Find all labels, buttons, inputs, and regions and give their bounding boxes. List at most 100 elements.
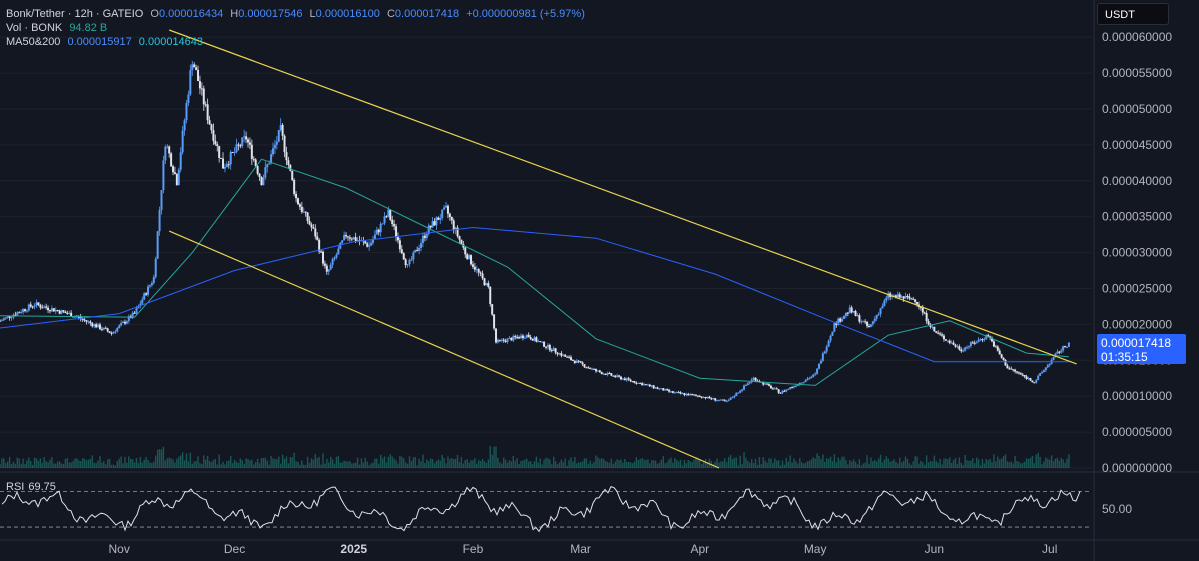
volume-bar [1054, 458, 1057, 468]
volume-bar [481, 458, 484, 468]
candle-body [746, 383, 749, 385]
candle-body [919, 307, 922, 309]
candle-body [866, 321, 869, 327]
volume-bar [999, 459, 1001, 468]
candle-body [921, 308, 924, 313]
currency-button[interactable]: USDT [1097, 3, 1169, 25]
candle-body [702, 397, 705, 399]
volume-bar [153, 461, 155, 468]
high-label: H [230, 8, 239, 20]
candle-body [185, 103, 188, 121]
candle-body [177, 169, 180, 185]
volume-bar [81, 458, 84, 468]
volume-bar [527, 461, 530, 468]
volume-bar [651, 460, 653, 468]
candle-body [368, 245, 371, 247]
candle-body [750, 379, 753, 383]
volume-bar [295, 461, 297, 468]
volume-bar [1058, 460, 1061, 468]
volume-bar [243, 463, 245, 468]
volume-bar [364, 457, 366, 468]
volume-bar [454, 458, 457, 468]
volume-bar [51, 457, 53, 468]
volume-bar [770, 458, 772, 468]
candle-body [254, 159, 257, 167]
volume-bar [328, 462, 330, 468]
volume-bar [981, 458, 984, 468]
volume-bar [947, 459, 949, 468]
rsi-pane[interactable]: 50.00 [0, 485, 1132, 533]
volume-bar [810, 459, 813, 468]
volume-bar [410, 461, 413, 468]
volume-bar [1043, 461, 1045, 468]
volume-bar [993, 454, 995, 468]
candle-body [606, 372, 609, 375]
candle-body [504, 340, 507, 342]
candle-body [733, 396, 736, 398]
candle-body [470, 255, 473, 265]
volume-bar [1045, 457, 1047, 468]
volume-bar [566, 465, 568, 468]
candle-body [164, 146, 167, 161]
candle-body [85, 320, 88, 322]
high-value: 0.000017546 [238, 8, 303, 20]
candle-body [333, 257, 336, 260]
candle-body [573, 360, 576, 364]
volume-bar [47, 462, 49, 468]
volume-bar [824, 462, 826, 468]
candle-body [771, 388, 774, 390]
volume-bar [831, 461, 834, 468]
candle-body [646, 384, 649, 386]
volume-bar [172, 459, 174, 468]
candle-body [996, 346, 999, 351]
candle-body [933, 326, 936, 332]
candlestick-series[interactable] [0, 60, 1070, 403]
candle-body [172, 166, 175, 173]
volume-bar [1020, 463, 1022, 468]
symbol-title[interactable]: Bonk/Tether · 12h · GATEIO [6, 8, 144, 20]
volume-bar [556, 464, 559, 468]
candle-body [902, 296, 905, 299]
volume-bar [301, 460, 303, 468]
volume-bar [516, 458, 518, 468]
candle-body [791, 387, 794, 389]
volume-bar [281, 454, 284, 468]
candle-body [564, 354, 567, 357]
candle-body [60, 310, 63, 314]
volume-bar [1002, 456, 1005, 468]
volume-bar [231, 463, 234, 468]
volume-bar [875, 461, 878, 468]
candle-body [346, 236, 349, 238]
volume-bar [599, 459, 601, 468]
candle-body [98, 324, 101, 330]
candle-body [641, 383, 644, 386]
volume-bar [14, 463, 17, 468]
trendlines[interactable] [168, 29, 1077, 469]
ma-legend[interactable]: MA50&200 0.000015917 0.000014643 [6, 36, 207, 49]
candle-body [256, 166, 259, 174]
price-axis[interactable]: 0.000060000 0.000055000 0.000050000 0.00004… [1102, 30, 1172, 475]
rsi-axis-label: 50.00 [1102, 502, 1132, 516]
candle-body [131, 312, 134, 319]
candle-body [700, 396, 703, 398]
candle-body [466, 254, 469, 260]
candle-body [666, 389, 669, 391]
candle-body [41, 307, 44, 309]
time-axis[interactable]: Nov Dec 2025 Feb Mar Apr May Jun Jul [109, 542, 1058, 556]
candle-body [143, 293, 146, 300]
volume-bar [975, 457, 978, 468]
rsi-legend[interactable]: RSI 69.75 [6, 481, 60, 494]
volume-legend[interactable]: Vol · BONK 94.82 B [6, 22, 111, 35]
volume-bar [156, 449, 159, 468]
volume-bar [329, 456, 332, 468]
candle-body [898, 294, 901, 298]
candle-body [923, 312, 926, 314]
candle-body [1002, 357, 1005, 360]
volume-bar [35, 458, 38, 468]
volume-bar [310, 458, 313, 468]
candle-body [70, 312, 73, 317]
volume-bar [656, 463, 659, 468]
price-tick-label: 0.000035000 [1102, 210, 1172, 224]
time-tick-label: Jun [925, 542, 944, 556]
